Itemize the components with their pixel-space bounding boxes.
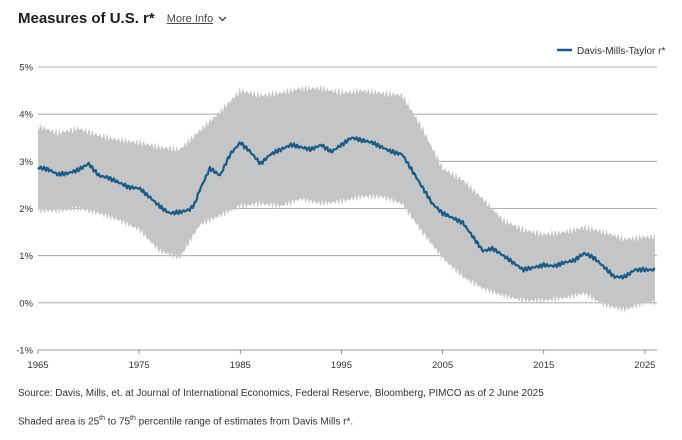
shaded-area-note: Shaded area is 25th to 75th percentile r… bbox=[18, 415, 353, 427]
r-star-line bbox=[37, 136, 656, 280]
percentile-band bbox=[38, 84, 655, 313]
y-tick-label: 5% bbox=[19, 63, 33, 74]
y-tick-label: 4% bbox=[19, 110, 33, 121]
y-tick-label: 2% bbox=[19, 204, 33, 215]
x-tick-label: 1985 bbox=[230, 360, 251, 371]
x-axis-ticks: 1965 1975 1985 1995 2005 2015 2025 bbox=[27, 350, 655, 371]
note-suffix: percentile range of estimates from Davis… bbox=[135, 416, 354, 428]
y-tick-label: 0% bbox=[19, 298, 33, 309]
header: Measures of U.S. r* More Info bbox=[18, 10, 227, 27]
more-info-label: More Info bbox=[166, 12, 214, 25]
x-tick-label: 1995 bbox=[331, 360, 352, 371]
chart-area: -1% 0% 1% 2% 3% 4% 5% 1965 1975 1985 1995 2005 2015… bbox=[16, 46, 665, 371]
y-tick-label: 1% bbox=[19, 251, 33, 262]
x-tick-label: 2025 bbox=[634, 360, 655, 371]
more-info-toggle[interactable]: More Info bbox=[167, 13, 227, 25]
note-prefix: Shaded area is 25 bbox=[18, 416, 100, 428]
y-tick-label: 3% bbox=[19, 157, 33, 168]
chart-title: Measures of U.S. r* bbox=[18, 10, 155, 27]
note-sup-2: th bbox=[130, 415, 136, 422]
x-tick-label: 2015 bbox=[533, 360, 554, 371]
x-tick-label: 2005 bbox=[432, 360, 453, 371]
source-note: Source: Davis, Mills, et. at Journal of … bbox=[18, 388, 544, 399]
legend-label: Davis-Mills-Taylor r* bbox=[577, 46, 665, 57]
note-sup-1: th bbox=[99, 415, 106, 422]
legend: Davis-Mills-Taylor r* bbox=[557, 46, 665, 57]
y-tick-label: -1% bbox=[16, 346, 33, 357]
chevron-down-icon bbox=[218, 16, 227, 21]
y-axis-ticks: -1% 0% 1% 2% 3% 4% 5% bbox=[16, 63, 33, 357]
x-tick-label: 1965 bbox=[27, 360, 48, 371]
x-tick-label: 1975 bbox=[129, 360, 150, 371]
note-mid: to 75 bbox=[105, 416, 131, 428]
